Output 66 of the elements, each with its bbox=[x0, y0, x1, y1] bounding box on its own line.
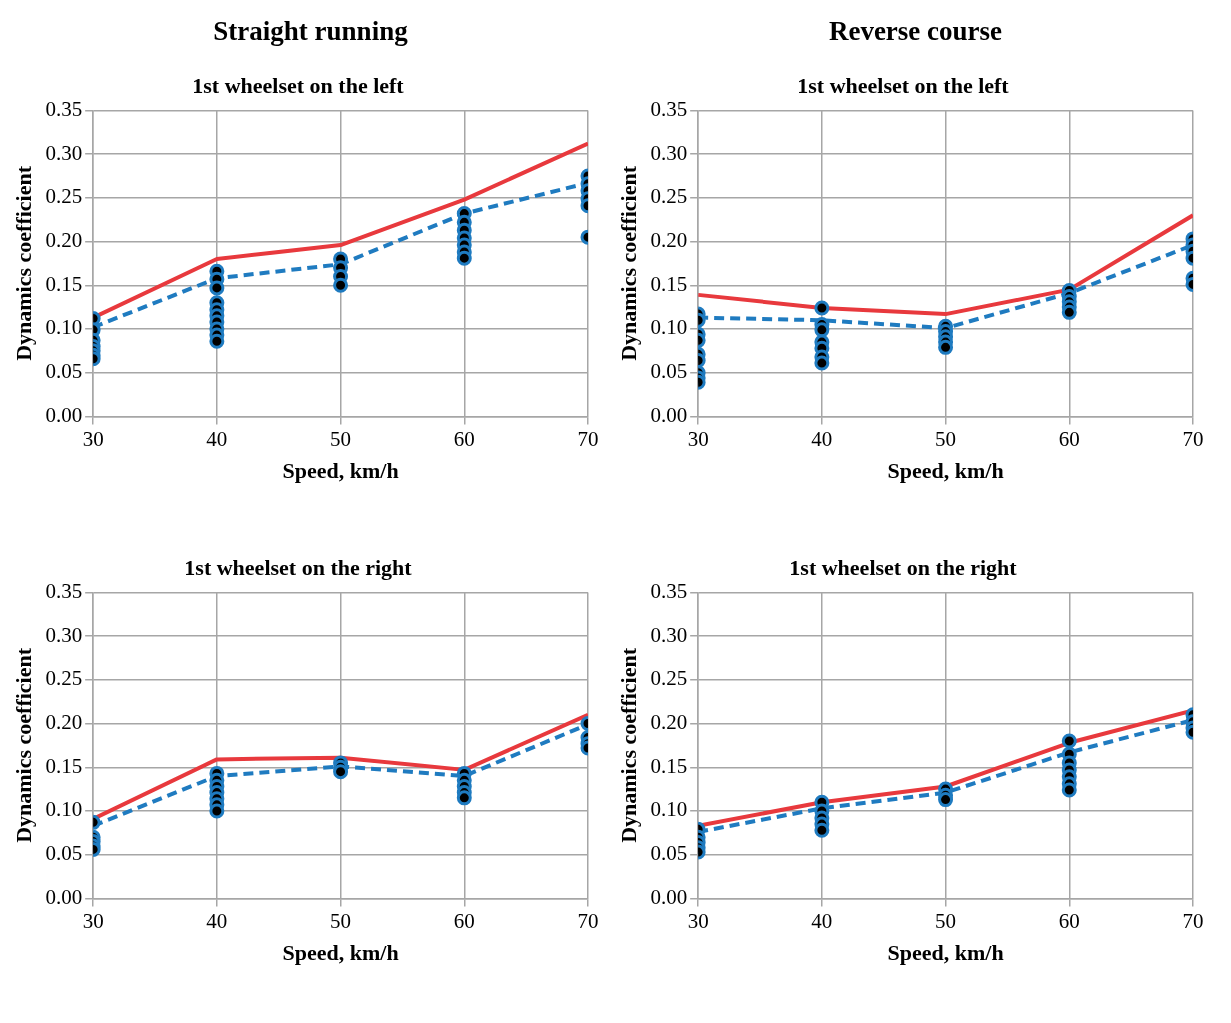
y-tick-label: 0.30 bbox=[45, 140, 83, 165]
y-tick-label: 0.10 bbox=[650, 797, 688, 822]
x-tick-label: 30 bbox=[687, 908, 709, 933]
y-tick-label: 0.00 bbox=[650, 402, 688, 427]
y-axis-title: Dynamics coefficient bbox=[615, 647, 641, 843]
x-tick-label: 50 bbox=[935, 426, 957, 451]
x-tick-label: 70 bbox=[1182, 426, 1204, 451]
y-tick-label: 0.35 bbox=[650, 96, 688, 121]
x-tick-label: 30 bbox=[687, 426, 709, 451]
y-tick-label: 0.30 bbox=[650, 140, 688, 165]
y-tick-label: 0.25 bbox=[650, 184, 688, 209]
y-tick-label: 0.00 bbox=[650, 884, 688, 909]
x-tick-label: 70 bbox=[577, 908, 599, 933]
y-tick-label: 0.15 bbox=[650, 271, 688, 296]
chart-title: 1st wheelset on the left bbox=[192, 72, 405, 98]
y-tick-label: 0.00 bbox=[45, 884, 83, 909]
x-axis-title: Speed, km/h bbox=[282, 940, 399, 966]
x-tick-label: 70 bbox=[577, 426, 599, 451]
y-tick-label: 0.25 bbox=[45, 184, 83, 209]
y-tick-label: 0.05 bbox=[45, 841, 83, 866]
y-tick-label: 0.35 bbox=[650, 578, 688, 603]
y-tick-label: 0.35 bbox=[45, 96, 83, 121]
x-axis-title: Speed, km/h bbox=[282, 458, 399, 484]
y-tick-label: 0.05 bbox=[650, 841, 688, 866]
y-axis-title: Dynamics coefficient bbox=[615, 165, 641, 361]
y-tick-label: 0.10 bbox=[650, 315, 688, 340]
x-tick-label: 50 bbox=[330, 426, 352, 451]
y-tick-label: 0.30 bbox=[45, 622, 83, 647]
y-tick-label: 0.25 bbox=[650, 666, 688, 691]
y-tick-label: 0.05 bbox=[45, 359, 83, 384]
x-tick-label: 40 bbox=[206, 426, 228, 451]
x-tick-label: 60 bbox=[1058, 908, 1080, 933]
chart-title: 1st wheelset on the left bbox=[797, 72, 1010, 98]
y-axis-title: Dynamics coefficient bbox=[10, 165, 36, 361]
x-tick-label: 40 bbox=[811, 426, 833, 451]
y-tick-label: 0.20 bbox=[45, 710, 83, 735]
x-tick-label: 50 bbox=[935, 908, 957, 933]
y-tick-label: 0.25 bbox=[45, 666, 83, 691]
text: Straight running bbox=[213, 16, 408, 46]
y-tick-label: 0.15 bbox=[45, 753, 83, 778]
y-tick-label: 0.10 bbox=[45, 797, 83, 822]
x-tick-label: 60 bbox=[1058, 426, 1080, 451]
x-tick-label: 60 bbox=[453, 426, 475, 451]
y-axis-title: Dynamics coefficient bbox=[10, 647, 36, 843]
x-axis-title: Speed, km/h bbox=[887, 940, 1004, 966]
x-tick-label: 60 bbox=[453, 908, 475, 933]
x-tick-label: 40 bbox=[206, 908, 228, 933]
y-tick-label: 0.20 bbox=[650, 228, 688, 253]
y-tick-label: 0.00 bbox=[45, 402, 83, 427]
text: Reverse course bbox=[828, 16, 1003, 46]
x-tick-label: 70 bbox=[1182, 908, 1204, 933]
x-axis-title: Speed, km/h bbox=[887, 458, 1004, 484]
x-tick-label: 30 bbox=[82, 908, 104, 933]
x-tick-label: 40 bbox=[811, 908, 833, 933]
y-tick-label: 0.05 bbox=[650, 359, 688, 384]
y-tick-label: 0.15 bbox=[45, 271, 83, 296]
x-tick-label: 30 bbox=[82, 426, 104, 451]
chart-title: 1st wheelset on the right bbox=[789, 554, 1018, 580]
chart-title: 1st wheelset on the right bbox=[184, 554, 413, 580]
y-tick-label: 0.10 bbox=[45, 315, 83, 340]
y-tick-label: 0.20 bbox=[650, 710, 688, 735]
y-tick-label: 0.30 bbox=[650, 622, 688, 647]
y-tick-label: 0.15 bbox=[650, 753, 688, 778]
x-tick-label: 50 bbox=[330, 908, 352, 933]
y-tick-label: 0.20 bbox=[45, 228, 83, 253]
y-tick-label: 0.35 bbox=[45, 578, 83, 603]
